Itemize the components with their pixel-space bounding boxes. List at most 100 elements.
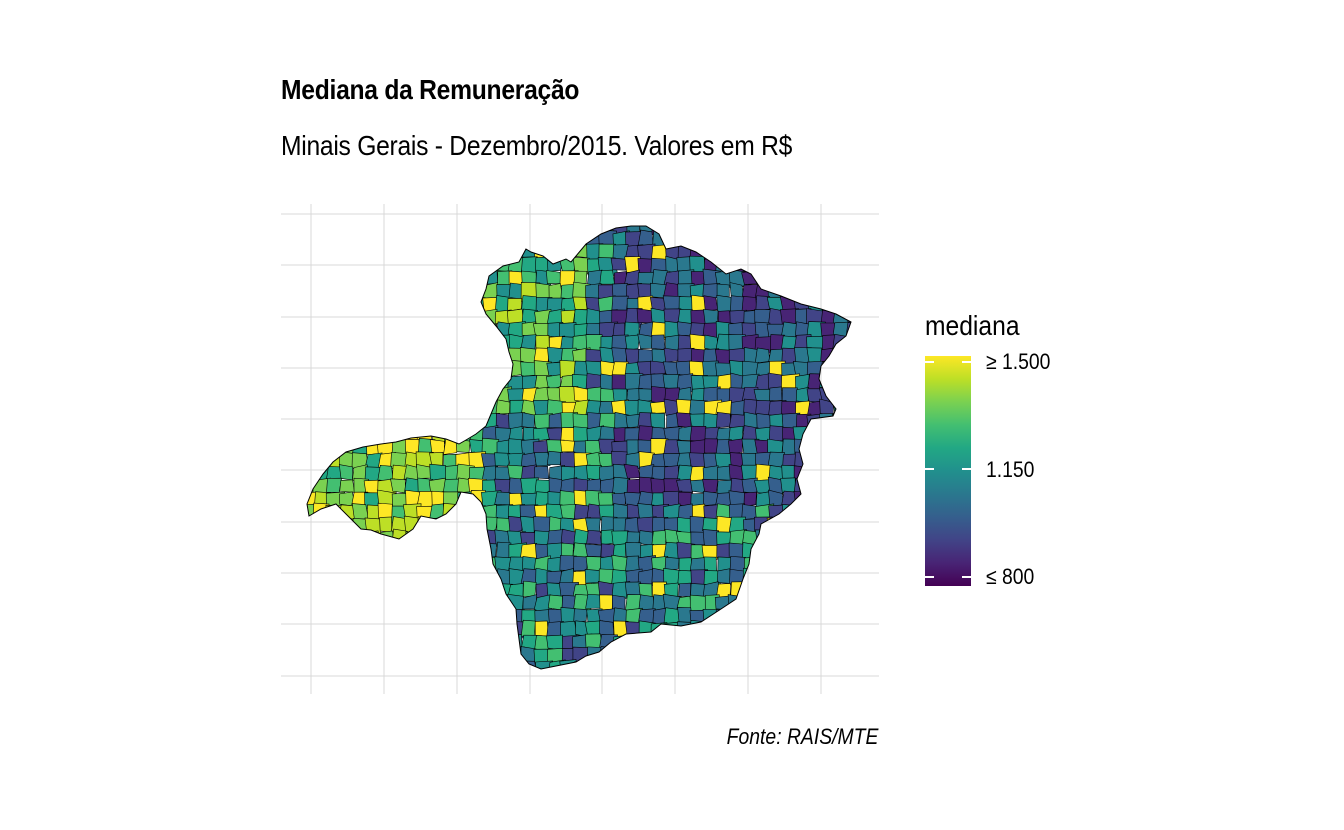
municipality-polygon — [443, 595, 462, 613]
municipality-polygon — [664, 226, 680, 235]
municipality-polygon — [832, 466, 851, 484]
municipality-polygon — [377, 375, 397, 393]
municipality-polygon — [416, 283, 432, 299]
municipality-polygon — [495, 232, 512, 250]
municipality-polygon — [703, 230, 722, 250]
municipality-polygon — [467, 543, 488, 562]
municipality-polygon — [859, 413, 876, 430]
municipality-polygon — [364, 426, 383, 443]
municipality-polygon — [307, 373, 315, 388]
municipality-polygon — [391, 636, 409, 651]
municipality-polygon — [612, 543, 626, 558]
municipality-polygon — [702, 465, 719, 482]
municipality-polygon — [781, 530, 800, 549]
municipality-polygon — [366, 297, 381, 311]
municipality-polygon — [352, 633, 370, 651]
municipality-polygon — [806, 451, 826, 470]
municipality-polygon — [339, 425, 358, 444]
municipality-polygon — [352, 336, 371, 354]
municipality-polygon — [834, 673, 850, 690]
municipality-polygon — [339, 294, 356, 315]
municipality-polygon — [325, 427, 344, 445]
municipality-polygon — [379, 321, 395, 340]
municipality-polygon — [612, 503, 629, 520]
municipality-polygon — [792, 542, 813, 560]
municipality-polygon — [805, 259, 827, 277]
municipality-polygon — [821, 503, 837, 522]
municipality-polygon — [444, 386, 462, 406]
municipality-polygon — [468, 659, 486, 669]
municipality-polygon — [365, 258, 384, 276]
municipality-polygon — [859, 336, 877, 352]
municipality-polygon — [808, 608, 822, 623]
municipality-polygon — [470, 582, 486, 599]
municipality-polygon — [470, 270, 485, 286]
municipality-polygon — [637, 333, 653, 349]
municipality-polygon — [325, 648, 342, 663]
municipality-polygon — [806, 226, 825, 236]
municipality-polygon — [677, 231, 695, 248]
municipality-polygon — [521, 452, 537, 467]
municipality-polygon — [307, 426, 319, 445]
municipality-polygon — [768, 543, 784, 560]
municipality-polygon — [468, 226, 484, 234]
municipality-polygon — [417, 373, 434, 389]
municipality-polygon — [741, 660, 758, 669]
municipality-polygon — [314, 414, 330, 428]
municipality-polygon — [378, 361, 395, 379]
municipality-polygon — [390, 334, 410, 353]
municipality-polygon — [415, 659, 436, 669]
municipality-polygon — [469, 334, 485, 350]
municipality-polygon — [573, 659, 589, 669]
municipality-polygon — [780, 269, 798, 288]
municipality-polygon — [756, 230, 774, 250]
municipality-polygon — [327, 595, 343, 610]
municipality-polygon — [307, 270, 319, 288]
municipality-polygon — [351, 373, 369, 391]
municipality-polygon — [755, 244, 771, 258]
municipality-polygon — [793, 465, 811, 480]
municipality-polygon — [403, 556, 420, 573]
municipality-polygon — [611, 492, 628, 506]
municipality-polygon — [860, 570, 874, 584]
municipality-polygon — [573, 555, 589, 572]
municipality-polygon — [314, 373, 329, 390]
municipality-polygon — [859, 439, 878, 458]
municipality-polygon — [352, 322, 368, 338]
municipality-polygon — [403, 515, 421, 534]
municipality-polygon — [307, 583, 318, 601]
municipality-polygon — [793, 582, 810, 599]
municipality-polygon — [548, 283, 564, 300]
municipality-polygon — [807, 659, 823, 669]
municipality-polygon — [676, 226, 692, 232]
municipality-polygon — [307, 440, 316, 456]
municipality-polygon — [792, 242, 812, 263]
municipality-polygon — [846, 555, 851, 573]
municipality-polygon — [638, 530, 654, 546]
municipality-polygon — [805, 531, 826, 548]
municipality-polygon — [351, 362, 371, 381]
municipality-polygon — [442, 230, 457, 247]
municipality-polygon — [677, 621, 692, 636]
municipality-polygon — [325, 516, 341, 534]
municipality-polygon — [376, 622, 397, 638]
municipality-polygon — [861, 386, 878, 405]
municipality-polygon — [689, 232, 708, 249]
municipality-polygon — [494, 491, 511, 506]
municipality-polygon — [819, 360, 837, 379]
municipality-polygon — [847, 424, 851, 444]
municipality-polygon — [443, 542, 463, 560]
municipality-polygon — [793, 595, 808, 611]
municipality-polygon — [378, 349, 395, 367]
municipality-polygon — [307, 226, 318, 235]
municipality-polygon — [781, 226, 798, 236]
municipality-polygon — [428, 555, 450, 575]
municipality-polygon — [417, 321, 435, 340]
municipality-polygon — [806, 517, 822, 533]
municipality-polygon — [389, 542, 407, 562]
municipality-polygon — [821, 633, 835, 652]
municipality-polygon — [805, 620, 825, 639]
municipality-polygon — [704, 438, 719, 454]
municipality-polygon — [794, 673, 811, 691]
municipality-polygon — [417, 226, 434, 235]
